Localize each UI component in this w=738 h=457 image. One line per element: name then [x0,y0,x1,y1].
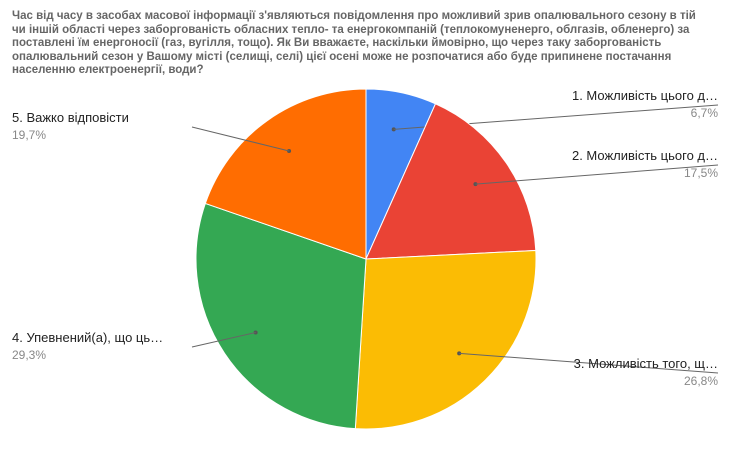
slice-label: 5. Важко відповісти [12,110,129,125]
slice-label: 3. Можливість того, щ… [574,356,718,371]
leader-line [191,126,290,152]
pie-slice [204,88,367,260]
slice-percent: 6,7% [691,106,719,120]
leader-line [475,164,719,185]
pie-slice [354,249,537,430]
slice-label: 1. Можливість цього д… [572,88,718,103]
slice-label: 2. Можливість цього д… [572,148,718,163]
chart-title: Час від часу в засобах масової інформаці… [12,10,696,76]
leader-line [459,352,719,374]
leader-line [191,332,256,348]
pie-slice [195,202,367,430]
slice-percent: 26,8% [684,374,718,388]
pie-slice [365,103,537,260]
slice-percent: 17,5% [684,166,718,180]
slice-percent: 19,7% [12,128,46,142]
slice-percent: 29,3% [12,348,46,362]
slice-label: 4. Упевнений(а), що ць… [12,330,163,345]
